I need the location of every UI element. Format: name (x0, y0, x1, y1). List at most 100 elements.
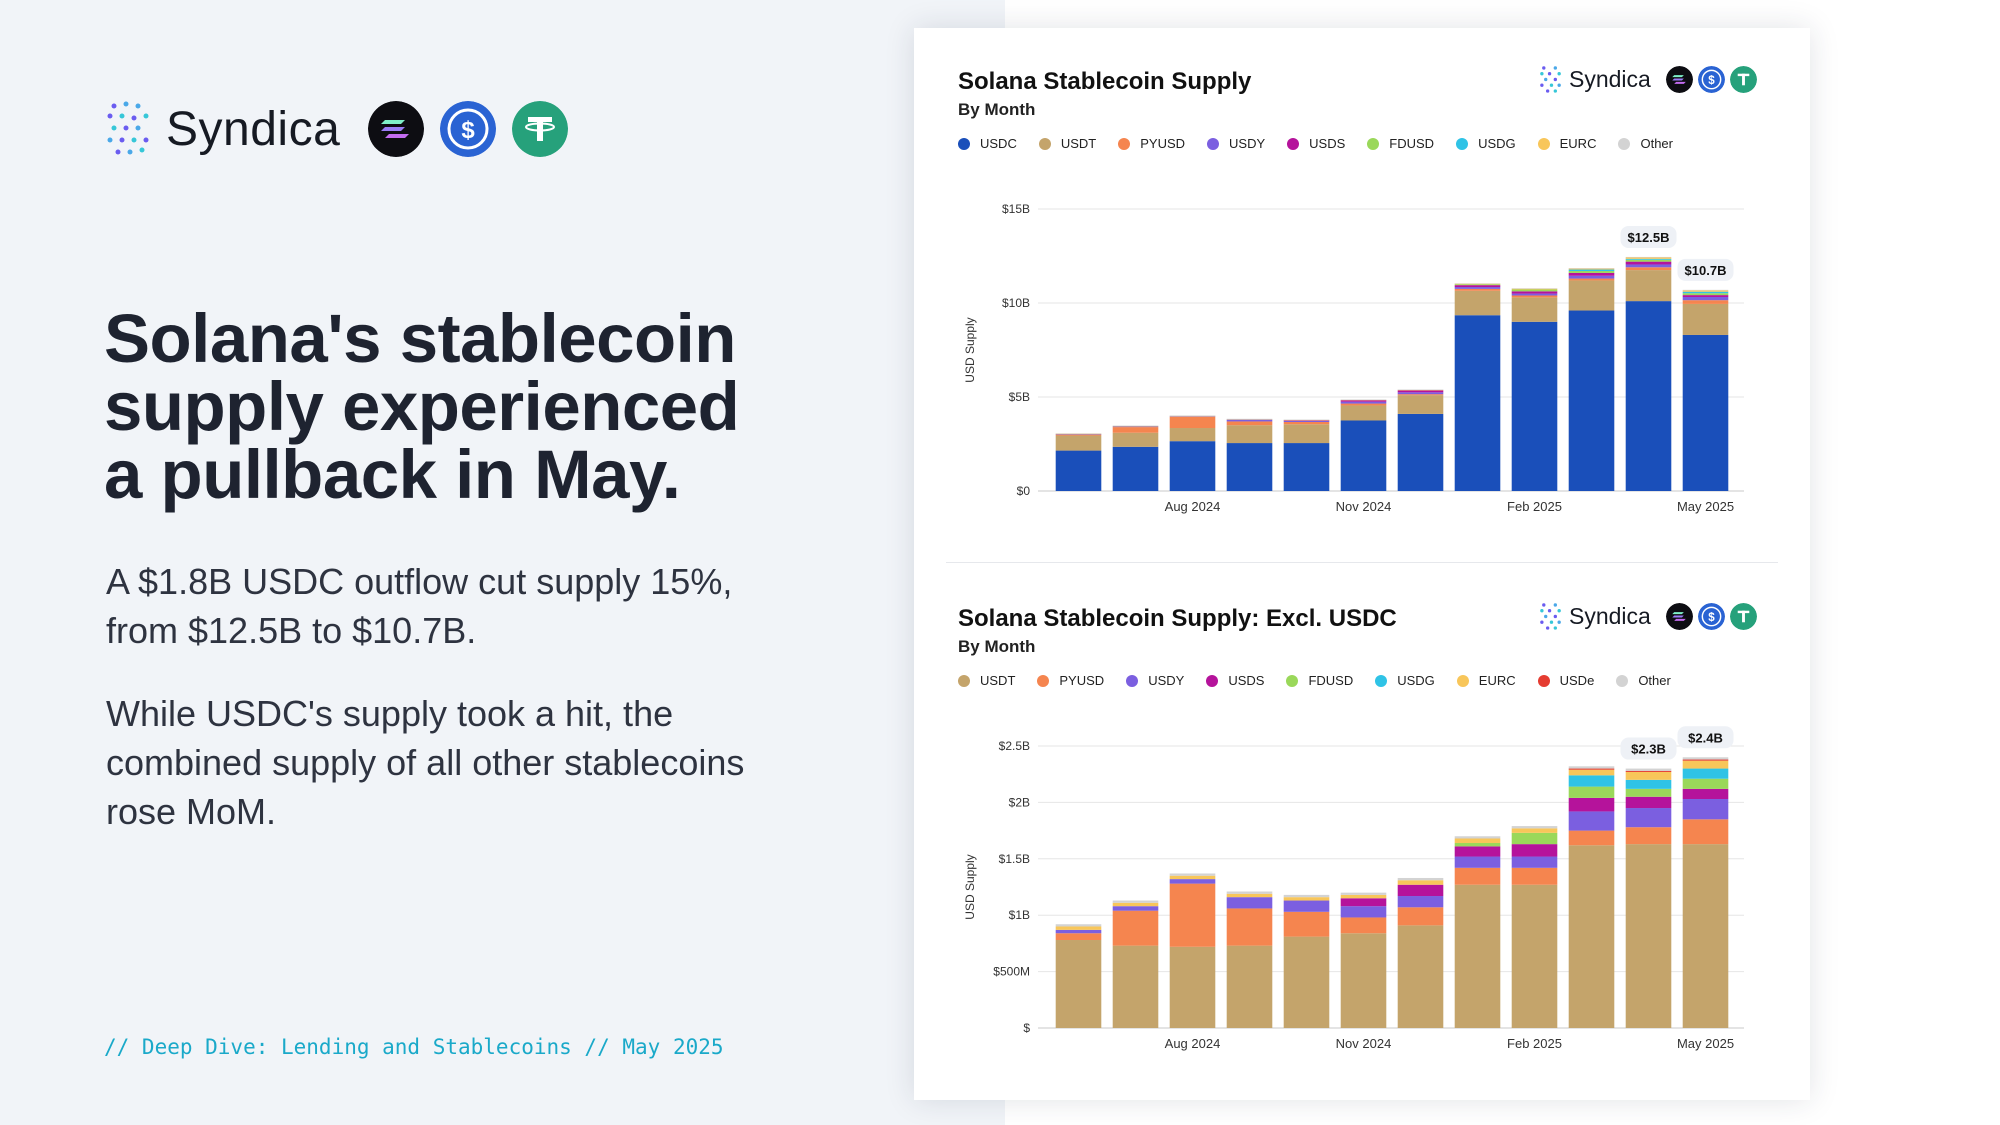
legend-item-usdg: USDG (1375, 673, 1435, 688)
legend-label: EURC (1478, 673, 1516, 688)
legend-label: Other (1638, 673, 1671, 688)
bar-segment-pyusd (1169, 883, 1216, 947)
bar-segment-usdg (1682, 291, 1729, 294)
bar-segment-usde (1682, 759, 1729, 761)
bar-segment-eurc (1397, 880, 1444, 885)
chart-divider (946, 562, 1778, 563)
bar-segment-eurc (1226, 893, 1273, 898)
y-axis-label: USD Supply (963, 854, 977, 919)
bar-segment-other (1625, 256, 1672, 258)
brand-name: Syndica (166, 102, 341, 156)
chart-subtitle: By Month (958, 637, 1036, 656)
y-tick-label: $10B (1002, 296, 1030, 310)
legend-label: USDS (1309, 136, 1346, 151)
bar-segment-usdy (1340, 401, 1387, 404)
x-tick-label: Aug 2024 (1165, 499, 1221, 514)
legend-dot (1375, 674, 1388, 687)
bar-segment-usdt (1625, 844, 1672, 1028)
bar-segment-usdt (1340, 933, 1387, 1028)
chart-card: Solana Stablecoin Supply By Month Syndic… (914, 28, 1810, 1100)
legend-item-eurc: EURC (1537, 136, 1596, 151)
bar-segment-pyusd (1055, 434, 1102, 436)
syndica-logo-icon (1540, 66, 1561, 93)
bar-segment-other (1682, 757, 1729, 760)
legend-dot (1456, 137, 1469, 150)
y-tick-label: $0 (1017, 484, 1031, 498)
legend-dot (958, 674, 970, 687)
bar-segment-other (1511, 826, 1558, 829)
usdt-icon (1729, 602, 1757, 630)
bar-segment-usdy (1169, 416, 1216, 417)
bar-segment-usds (1340, 898, 1387, 907)
bar-segment-other (1397, 877, 1444, 881)
bar-segment-usdc (1169, 441, 1216, 491)
legend-label: PYUSD (1059, 673, 1105, 688)
legend-dot (1537, 137, 1550, 150)
bar-segment-usdc (1682, 334, 1729, 491)
x-tick-label: May 2025 (1677, 1036, 1734, 1051)
solana-icon (1665, 65, 1693, 93)
bar-segment-other (1625, 768, 1672, 771)
legend-dot (1206, 674, 1219, 687)
legend-item-usdt: USDT (958, 673, 1015, 688)
bar-segment-other (1226, 891, 1273, 894)
bar-segment-eurc (1511, 828, 1558, 833)
bar-segment-other (1283, 894, 1330, 898)
bar-segment-usdc (1511, 321, 1558, 491)
bar-segment-usdt (1397, 395, 1444, 414)
chart-legend: USDC USDT PYUSD USDY USDS FDUSD USDG EURC Other (958, 136, 1695, 151)
bar-segment-usdy (1340, 906, 1387, 918)
legend-item-usdg: USDG (1456, 136, 1516, 151)
bar-segment-eurc (1625, 257, 1672, 259)
chart-title: Solana Stablecoin Supply (958, 68, 1252, 95)
bar-segment-other (1568, 268, 1615, 269)
bar-segment-usds (1454, 846, 1501, 857)
bar-segment-pyusd (1511, 867, 1558, 885)
bar-segment-usdt (1112, 945, 1159, 1028)
bar-segment-pyusd (1112, 427, 1159, 433)
bar-segment-other (1511, 288, 1558, 289)
bar-segment-usdc (1568, 310, 1615, 491)
bar-segment-usdy (1055, 929, 1102, 934)
bar-segment-usdc (1226, 443, 1273, 491)
bar-segment-eurc (1568, 769, 1615, 776)
bar-segment-usds (1397, 390, 1444, 393)
total-annotation: $2.3B (1631, 742, 1666, 757)
y-tick-label: $500M (993, 965, 1030, 979)
bar-segment-other (1226, 418, 1273, 420)
left-panel-background (0, 0, 1005, 1125)
legend-dot (1618, 137, 1631, 150)
syndica-logo-icon (1540, 603, 1561, 630)
bar-segment-usdy (1625, 264, 1672, 268)
bar-segment-usdy (1112, 906, 1159, 911)
legend-label: PYUSD (1140, 136, 1186, 151)
bar-segment-other (1682, 289, 1729, 291)
bar-segment-fdusd (1625, 788, 1672, 797)
legend-dot (1118, 137, 1131, 150)
legend-label: USDG (1478, 136, 1516, 151)
bar-segment-eurc (1112, 425, 1159, 427)
legend-label: FDUSD (1308, 673, 1354, 688)
bar-segment-eurc (1511, 288, 1558, 290)
bar-segment-fdusd (1625, 259, 1672, 262)
bar-segment-fdusd (1682, 293, 1729, 296)
legend-label: USDG (1397, 673, 1435, 688)
bar-segment-usdt (1340, 405, 1387, 421)
bar-segment-usdy (1568, 811, 1615, 831)
bar-segment-pyusd (1511, 295, 1558, 298)
svg-text:$: $ (462, 117, 476, 144)
y-tick-label: $1.5B (999, 852, 1030, 866)
bar-segment-eurc (1397, 389, 1444, 391)
bar-segment-pyusd (1454, 867, 1501, 885)
bar-segment-usdt (1454, 290, 1501, 316)
svg-text:$: $ (1708, 74, 1715, 86)
total-annotation-badge (1620, 737, 1677, 760)
bar-segment-usds (1340, 400, 1387, 402)
bar-segment-usdt (1397, 925, 1444, 1028)
summary-paragraph-1: A $1.8B USDC outflow cut supply 15%, fro… (106, 561, 733, 651)
bar-segment-usdc (1340, 420, 1387, 491)
legend-dot (1207, 137, 1220, 150)
x-tick-label: Aug 2024 (1165, 1036, 1221, 1051)
bar-segment-other (1283, 419, 1330, 421)
bar-segment-usds (1454, 285, 1501, 288)
